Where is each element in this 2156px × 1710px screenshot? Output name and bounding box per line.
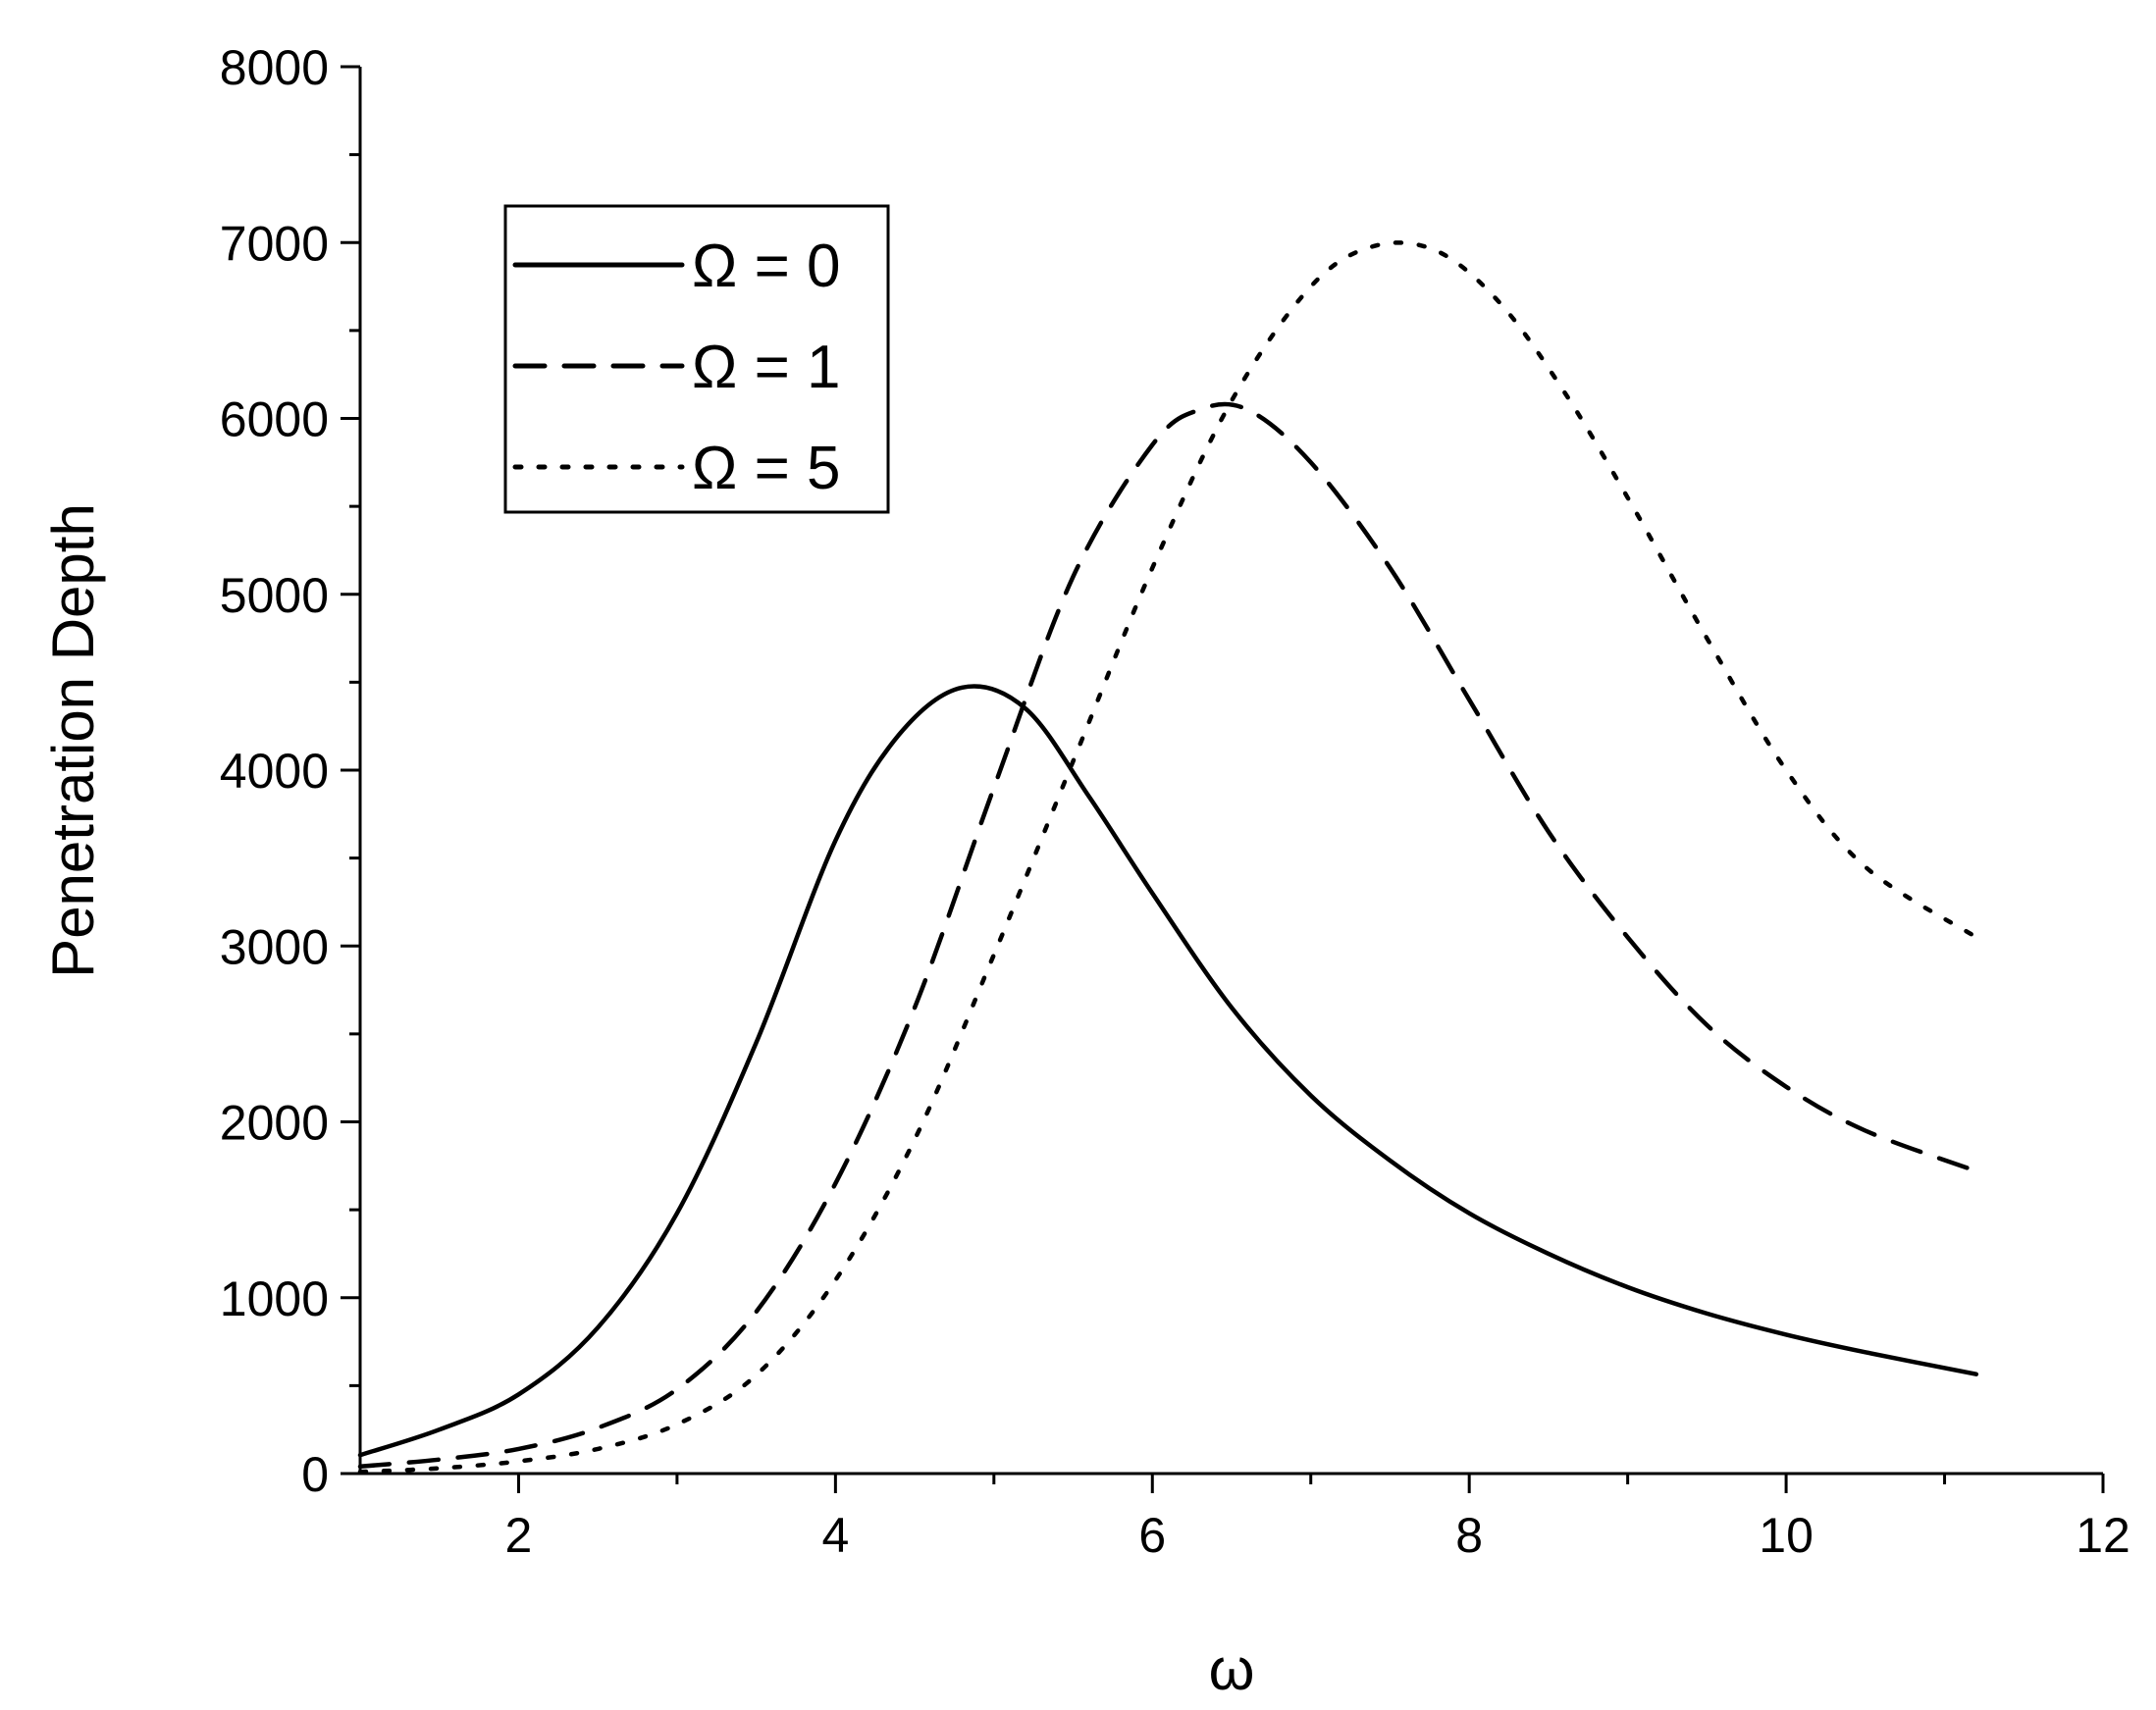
x-tick-label: 10 <box>1759 1508 1814 1563</box>
legend: Ω = 0 Ω = 1 Ω = 5 <box>503 204 890 514</box>
y-tick-label: 5000 <box>220 568 329 623</box>
series-line-1 <box>357 401 1979 1470</box>
y-tick-label: 2000 <box>220 1096 329 1151</box>
x-tick-label: 12 <box>2076 1508 2130 1563</box>
x-tick-label: 8 <box>1455 1508 1483 1563</box>
legend-label-0: Ω = 0 <box>692 233 841 300</box>
x-tick-label: 2 <box>505 1508 533 1563</box>
y-axis-label: Penetration Depth <box>40 503 106 978</box>
y-tick-label: 4000 <box>220 744 329 799</box>
y-tick-label: 3000 <box>220 919 329 974</box>
series-line-0 <box>357 684 1979 1458</box>
y-tick-label: 8000 <box>220 40 329 95</box>
legend-box <box>503 204 890 514</box>
y-tick-label: 1000 <box>220 1271 329 1326</box>
x-axis-label: ω <box>1209 1636 1255 1702</box>
axes: 2 4 6 8 10 12 0 1000 2000 3000 4000 5000 6000 7000 800… <box>220 40 2130 1563</box>
series-line-2 <box>357 240 1979 1475</box>
x-tick-label: 4 <box>821 1508 849 1563</box>
legend-label-1: Ω = 1 <box>692 334 841 401</box>
series-layer <box>357 240 1979 1475</box>
x-tick-label: 6 <box>1138 1508 1166 1563</box>
legend-label-2: Ω = 5 <box>692 435 841 502</box>
y-tick-label: 7000 <box>220 216 329 271</box>
y-tick-label: 6000 <box>220 392 329 447</box>
y-tick-label: 0 <box>301 1447 329 1502</box>
